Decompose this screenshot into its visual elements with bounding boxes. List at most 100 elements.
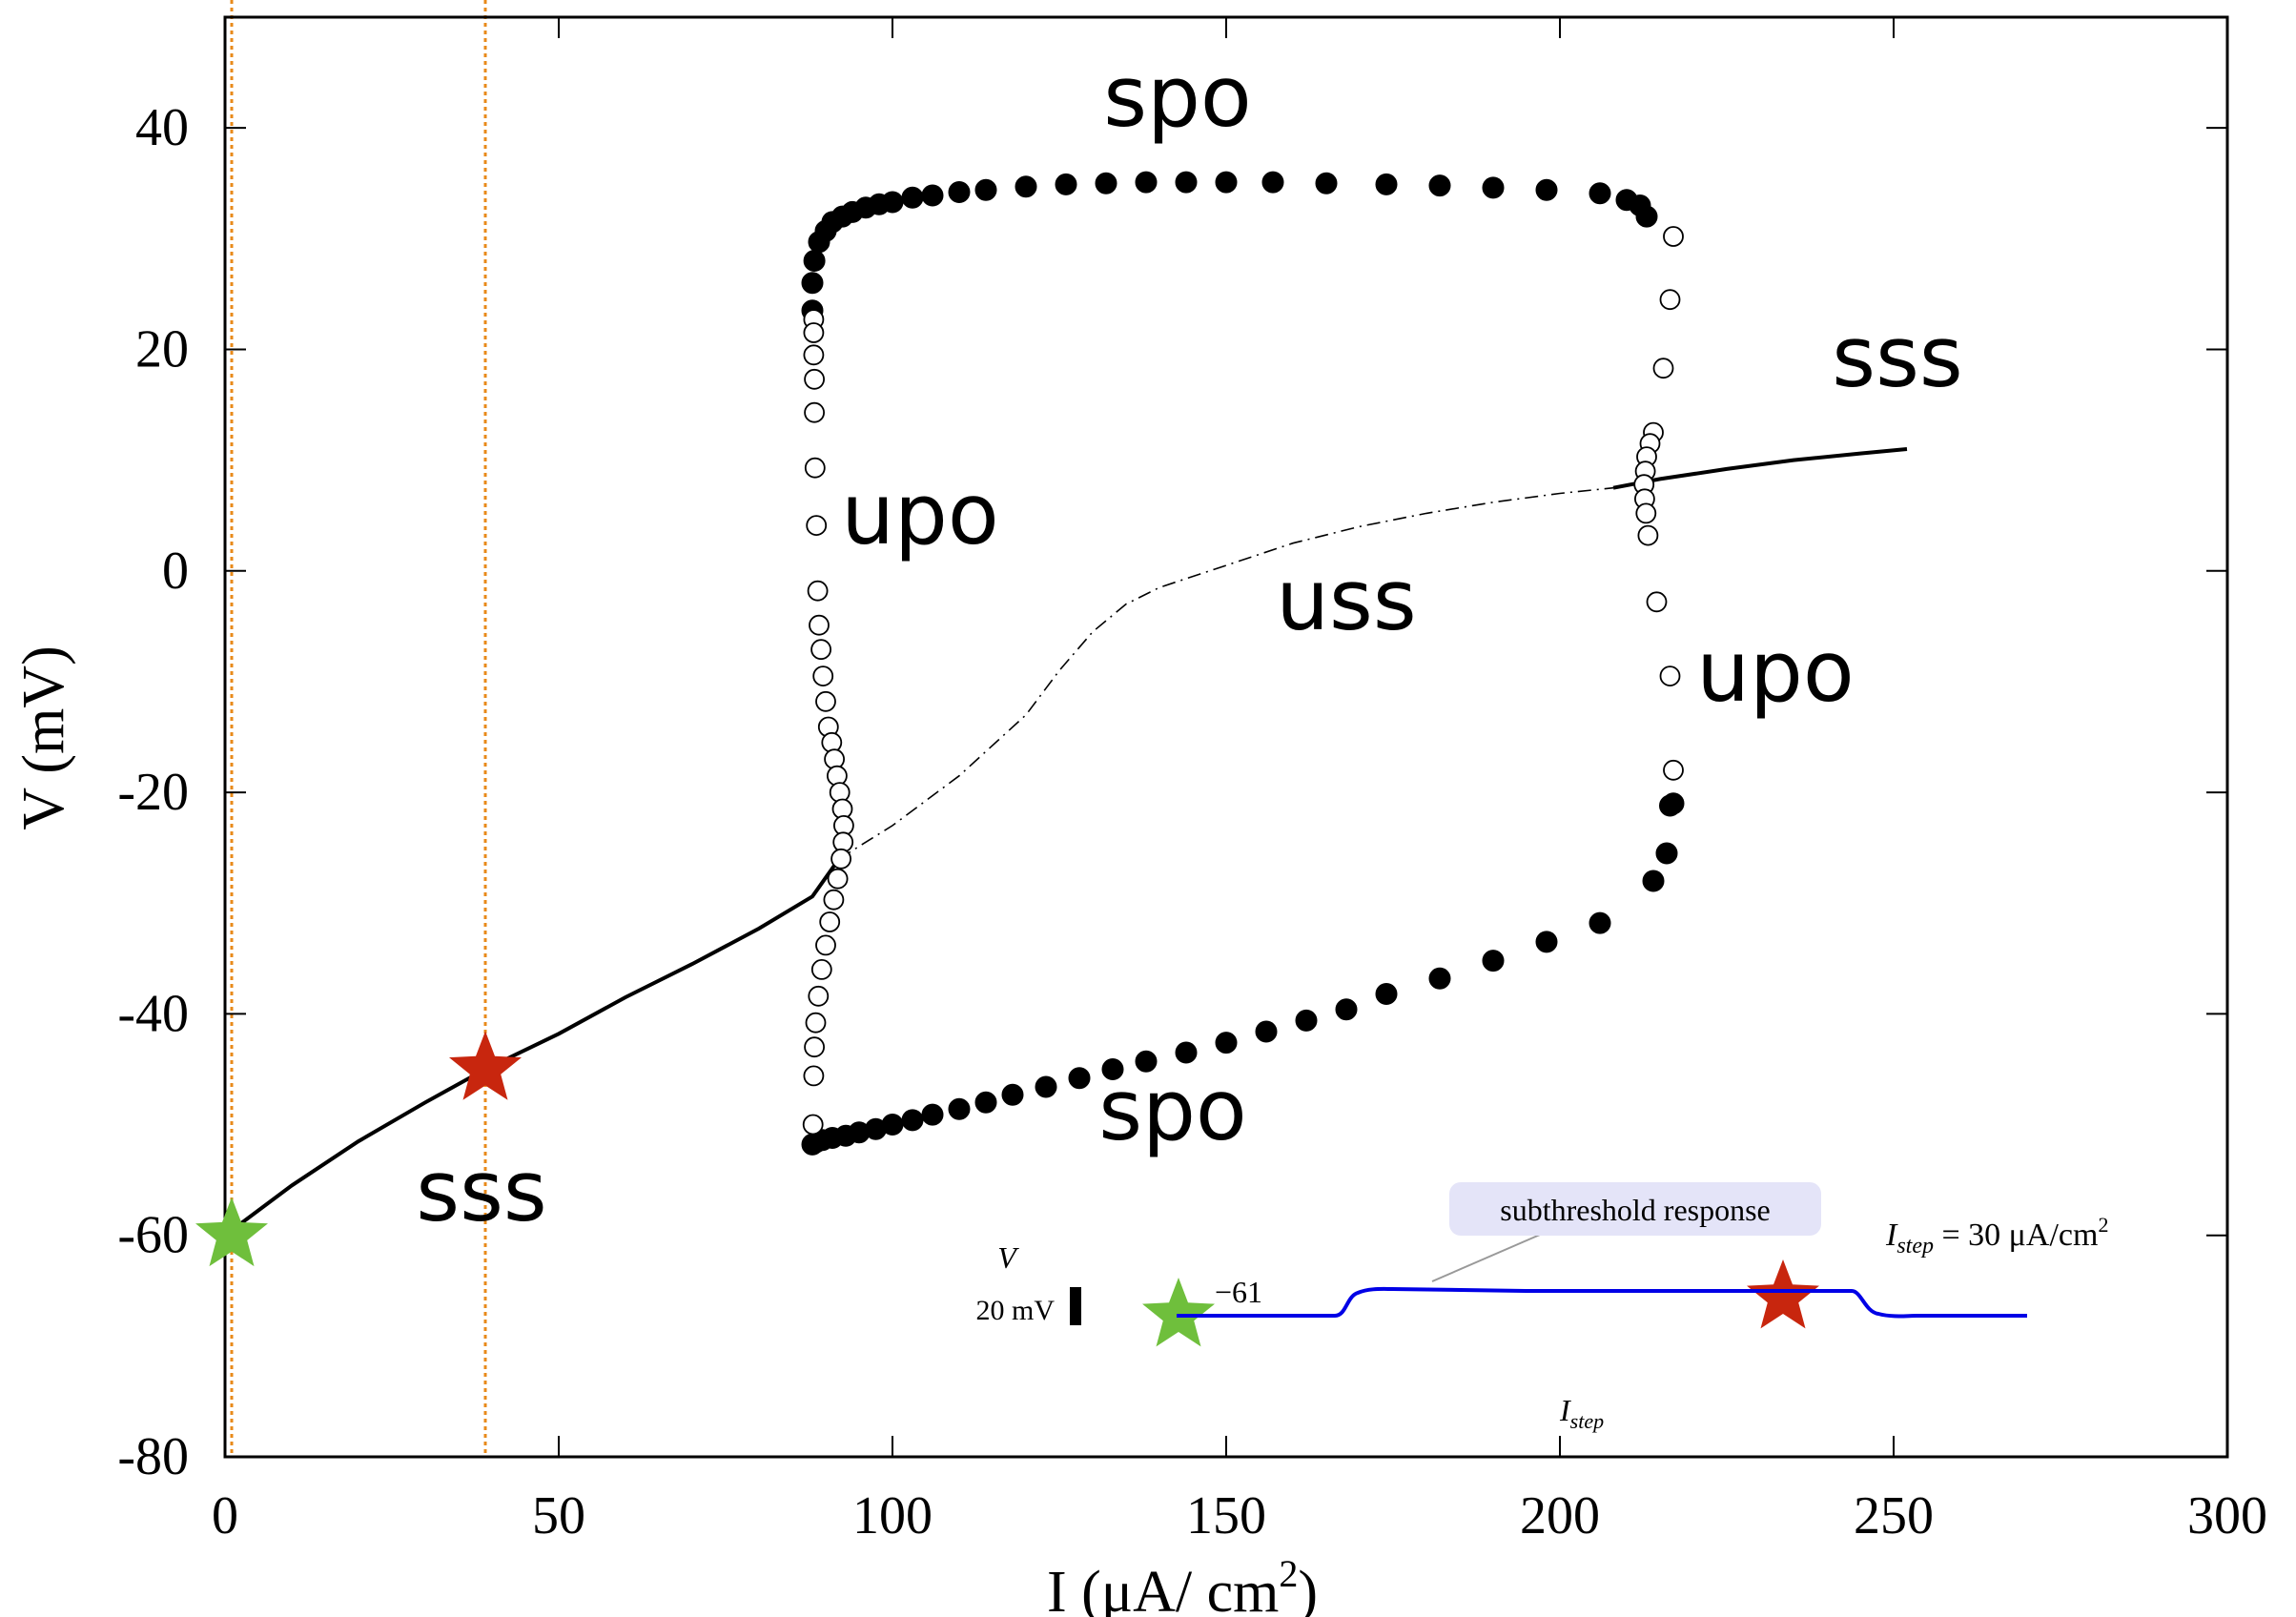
unstable-orbit-point <box>803 322 825 343</box>
steady-state-curves <box>223 447 1908 1238</box>
stable-orbit-point <box>1655 842 1678 865</box>
stable-orbit-point <box>801 272 824 295</box>
stable-orbit-point <box>1215 1032 1238 1054</box>
stable-orbit-point <box>1535 178 1558 201</box>
stable-orbit-point <box>1428 967 1451 990</box>
stable-orbit-point <box>1335 998 1358 1021</box>
unstable-orbit-point <box>1646 591 1668 613</box>
region-label-uss: uss <box>1276 551 1416 649</box>
stable-orbit-point <box>1135 1050 1158 1073</box>
region-label-upo-left: upo <box>841 465 998 563</box>
stable-orbit-point <box>1101 1058 1124 1080</box>
stable-orbit-point <box>1095 172 1117 194</box>
stable-orbit-point <box>1662 792 1685 815</box>
stable-orbit-point <box>1482 950 1505 972</box>
y-tick-label: 20 <box>135 319 189 379</box>
annotation-pointer <box>1431 1231 1548 1282</box>
x-axis-label: I (μA/ cm2) <box>1047 1552 1318 1617</box>
y-tick-label: -80 <box>117 1427 189 1486</box>
unstable-orbit-point <box>806 515 828 536</box>
unstable-orbit-point <box>815 934 836 956</box>
unstable-orbit-point <box>823 889 845 911</box>
stable-orbit-point <box>881 191 904 214</box>
stable-orbit-point <box>881 1114 904 1136</box>
unstable-orbit-point <box>810 639 831 661</box>
red-star-marker <box>449 1031 522 1100</box>
stable-orbit-point <box>1015 175 1037 198</box>
unstable-orbit-point <box>815 690 836 712</box>
stable-orbit-point <box>1428 174 1451 197</box>
unstable-orbit-point <box>830 848 851 870</box>
tick-labels: 0 50 100 150 200 250 300 -80 -60 -40 -20 0 20 40 <box>117 98 2267 1545</box>
stable-orbit-point <box>1642 870 1665 892</box>
stable-orbit-point <box>1535 931 1558 953</box>
unstable-orbit-point <box>808 985 830 1007</box>
stable-orbit-point <box>921 1103 944 1126</box>
stable-orbit-point <box>1255 1020 1278 1043</box>
x-tick-label: 150 <box>1186 1486 1266 1545</box>
unstable-orbit-point <box>804 1036 825 1058</box>
stable-orbit-point <box>974 178 997 201</box>
y-tick-label: -60 <box>117 1206 189 1265</box>
stable-orbit-point <box>1261 171 1284 194</box>
unstable-orbit-point <box>1659 289 1681 311</box>
unstable-orbit-point <box>803 1065 825 1087</box>
x-tick-label: 50 <box>532 1486 585 1545</box>
unstable-orbit-point <box>1663 226 1684 247</box>
x-tick-label: 0 <box>212 1486 238 1545</box>
stable-orbit-point <box>803 250 826 272</box>
inset-start-value: −61 <box>1215 1275 1262 1309</box>
unstable-orbit-point <box>819 911 841 932</box>
x-tick-label: 100 <box>852 1486 933 1545</box>
inset-trace-panel: V 20 mV −61 subthreshold response Istep … <box>976 1182 2108 1433</box>
stable-steady-state-line <box>223 857 841 1238</box>
unstable-orbit-point <box>810 959 832 980</box>
stable-orbit-point <box>1295 1009 1318 1032</box>
x-tick-label: 300 <box>2187 1486 2267 1545</box>
stable-orbit-point <box>901 1109 924 1132</box>
axis-ticks <box>224 17 2228 1458</box>
unstable-orbit-point <box>802 1114 824 1136</box>
stable-orbit-point <box>1175 1041 1198 1064</box>
annotation-text: subthreshold response <box>1500 1193 1771 1227</box>
y-tick-label: -40 <box>117 984 189 1043</box>
y-tick-label: 40 <box>135 98 189 157</box>
inset-red-star <box>1747 1259 1819 1329</box>
stable-orbit-point <box>1589 182 1611 205</box>
unstable-orbit-point <box>827 868 849 890</box>
region-label-upo-right: upo <box>1696 623 1854 721</box>
region-label-spo-top: spo <box>1103 48 1252 146</box>
unstable-orbit-point <box>807 580 829 602</box>
unstable-orbit-point <box>804 401 825 423</box>
inset-green-star <box>1142 1278 1215 1347</box>
inset-scale-label: 20 mV <box>976 1295 1056 1326</box>
y-axis-label: V (mV) <box>11 645 76 829</box>
unstable-orbit-point <box>1635 502 1657 524</box>
stable-orbit-point <box>948 181 971 203</box>
stable-orbit-point <box>921 184 944 207</box>
region-label-sss-right: sss <box>1832 308 1963 406</box>
region-label-sss-left: sss <box>416 1142 547 1240</box>
stable-orbit-point <box>1055 173 1077 195</box>
unstable-orbit-point <box>805 1012 827 1034</box>
inset-v-label: V <box>997 1240 1019 1275</box>
unstable-orbit-point <box>1637 524 1659 546</box>
unstable-orbit-point <box>804 368 825 390</box>
unstable-orbit-point <box>1659 665 1681 686</box>
stable-orbit-point <box>1175 171 1198 194</box>
stable-orbit-point <box>1375 983 1398 1005</box>
inset-voltage-trace <box>1177 1286 2027 1319</box>
unstable-orbit-point <box>812 665 834 686</box>
stable-orbit-point <box>1135 171 1158 194</box>
stable-orbit-point <box>1215 171 1238 194</box>
green-star-marker <box>195 1197 268 1267</box>
stable-orbit-point <box>1375 173 1398 195</box>
stable-orbit-point <box>1589 911 1611 934</box>
inset-scale-bar <box>1070 1287 1081 1325</box>
y-tick-label: -20 <box>117 763 189 822</box>
x-tick-label: 250 <box>1854 1486 1934 1545</box>
stable-orbit-point <box>1482 176 1505 199</box>
annotation-box <box>1449 1182 1821 1236</box>
unstable-orbit-point <box>803 344 825 366</box>
